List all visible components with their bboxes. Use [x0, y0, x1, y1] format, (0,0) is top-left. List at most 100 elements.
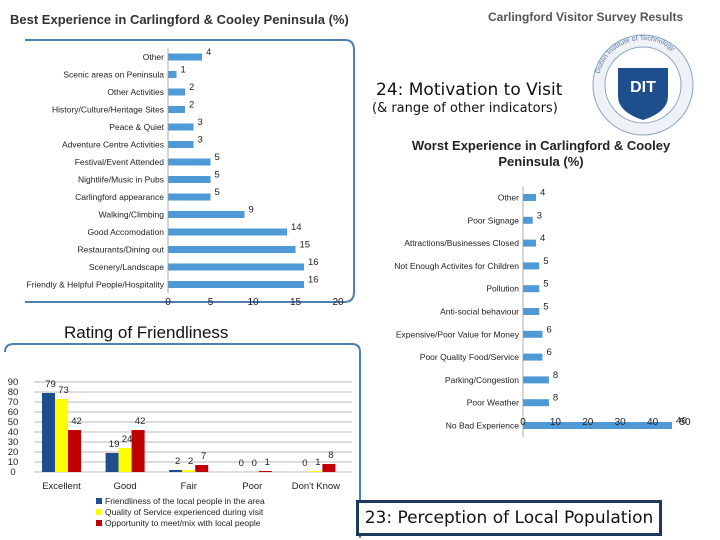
category-label: Poor Quality Food/Service [420, 352, 519, 362]
value-label: 0 [252, 458, 257, 469]
bar [168, 228, 287, 236]
friendliness-panel-frame [4, 343, 361, 538]
bar [168, 176, 211, 183]
bar [258, 471, 272, 472]
value-label: 3 [198, 117, 203, 128]
bar [523, 239, 536, 247]
bar [168, 71, 177, 78]
tick-label: 70 [8, 397, 19, 408]
category-label: Walking/Climbing [99, 210, 165, 220]
category-label: Anti-social behaviour [440, 307, 519, 317]
value-label: 16 [308, 275, 319, 286]
value-label: 1 [265, 457, 270, 468]
tick-label: 80 [8, 387, 19, 398]
value-label: 16 [308, 257, 319, 268]
legend-swatch [96, 509, 102, 515]
bar [309, 471, 323, 472]
bar [523, 330, 543, 338]
bar [523, 399, 549, 407]
category-label: Expensive/Poor Value for Money [396, 329, 520, 339]
motivation-subtitle: (& range of other indicators) [372, 101, 558, 116]
value-label: 4 [540, 233, 545, 244]
value-label: 42 [135, 416, 146, 427]
category-label: No Bad Experience [446, 421, 520, 431]
value-label: 5 [543, 279, 548, 290]
bar [168, 106, 185, 113]
bar [523, 262, 540, 270]
bar [68, 430, 81, 472]
tick-label: 60 [8, 407, 19, 418]
value-label: 8 [553, 393, 558, 404]
category-label: Good [113, 481, 136, 492]
category-label: Carlingford appearance [75, 192, 164, 202]
perception-box: 23: Perception of Local Population [356, 500, 662, 536]
category-label: Restaurants/Dining out [78, 245, 165, 255]
category-label: Attractions/Businesses Closed [404, 238, 519, 248]
bar [168, 53, 202, 61]
value-label: 8 [328, 450, 333, 461]
value-label: 4 [206, 47, 211, 58]
value-label: 9 [249, 205, 254, 216]
category-label: Poor [242, 481, 262, 492]
category-label: Scenic areas on Peninsula [63, 70, 164, 80]
value-label: 3 [198, 135, 203, 146]
value-label: 24 [122, 434, 133, 445]
category-label: Festival/Event Attended [75, 157, 165, 167]
legend-swatch [96, 498, 102, 504]
value-label: 5 [215, 187, 220, 198]
value-label: 0 [239, 458, 244, 469]
legend-label: Quality of Service experienced during vi… [105, 507, 264, 517]
value-label: 1 [181, 65, 186, 76]
tick-label: 0 [520, 417, 526, 428]
value-label: 8 [553, 370, 558, 381]
value-label: 4 [540, 188, 545, 199]
value-label: 7 [201, 451, 206, 462]
tick-label: 10 [8, 457, 19, 468]
tick-label: 30 [8, 437, 19, 448]
worst-experience-title: Worst Experience in Carlingford & Cooley… [411, 138, 671, 169]
category-label: Poor Signage [467, 215, 519, 225]
bar [523, 308, 540, 315]
bar [182, 470, 196, 472]
dit-logo: DIT Dublin Institute of Technology [592, 34, 694, 136]
value-label: 42 [71, 416, 82, 427]
legend-swatch [96, 520, 102, 526]
category-label: History/Culture/Heritage Sites [52, 105, 164, 115]
tick-label: 20 [8, 447, 19, 458]
bar [168, 193, 211, 201]
bar [523, 353, 543, 361]
tick-label: 0 [10, 467, 15, 478]
value-label: 5 [543, 302, 548, 313]
value-label: 73 [58, 385, 69, 396]
category-label: Adventure Centre Activities [62, 140, 164, 150]
category-label: Poor Weather [467, 398, 519, 408]
category-label: Pollution [486, 284, 519, 294]
bar [168, 211, 245, 218]
value-label: 79 [45, 379, 56, 390]
bar [168, 246, 296, 253]
category-label: Good Accomodation [87, 227, 164, 237]
value-label: 2 [189, 82, 194, 93]
survey-title: Carlingford Visitor Survey Results [488, 10, 684, 24]
best-experience-chart: Other 4 Scenic areas on Peninsula 1 Other Ac… [27, 47, 344, 308]
motivation-title: 24: Motivation to Visit [376, 80, 563, 100]
bar [523, 285, 540, 293]
legend-label: Opportunity to meet/mix with local peopl… [105, 518, 261, 528]
tick-label: 10 [247, 297, 259, 308]
category-label: Other [498, 193, 519, 203]
bar [42, 393, 55, 472]
value-label: 5 [215, 152, 220, 163]
category-label: Excellent [42, 481, 81, 492]
best-experience-title: Best Experience in Carlingford & Cooley … [10, 12, 349, 27]
value-label: 2 [188, 456, 193, 467]
value-label: 6 [546, 324, 551, 335]
value-label: 5 [543, 256, 548, 267]
value-label: 46 [676, 416, 687, 427]
value-label: 2 [175, 456, 180, 467]
category-label: Peace & Quiet [109, 122, 164, 132]
tick-label: 15 [290, 297, 302, 308]
bar [168, 141, 194, 148]
category-label: Other Activities [107, 87, 164, 97]
